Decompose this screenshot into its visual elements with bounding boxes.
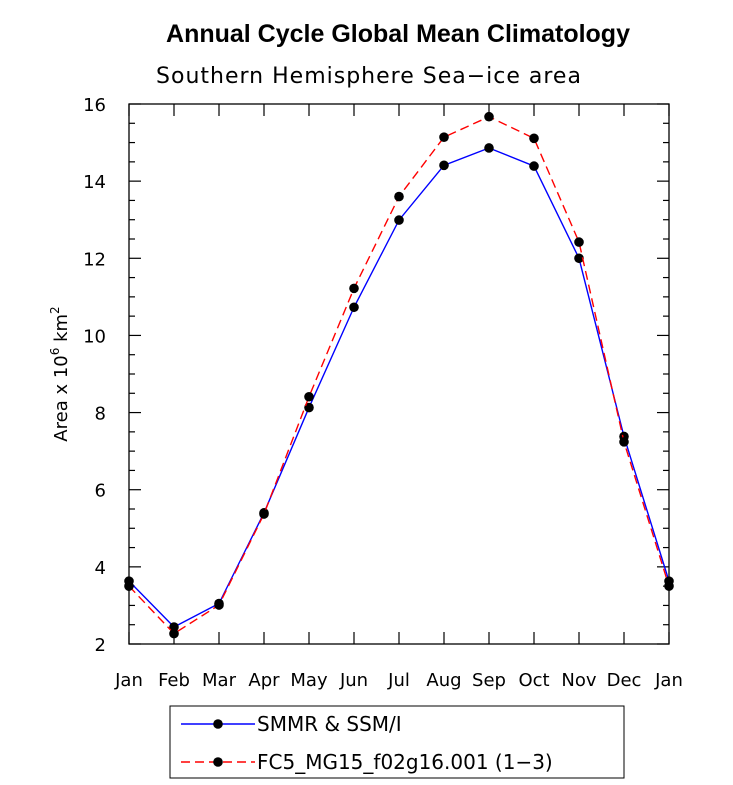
data-point xyxy=(439,160,449,171)
y-tick-label: 4 xyxy=(95,558,106,579)
legend-marker xyxy=(213,719,223,729)
x-tick-label: Nov xyxy=(561,670,596,691)
y-tick-label: 2 xyxy=(95,635,106,656)
y-tick-label: 12 xyxy=(83,249,106,270)
series-group xyxy=(124,143,674,632)
y-tick-label: 14 xyxy=(83,172,106,193)
data-point xyxy=(259,509,269,519)
data-point xyxy=(349,283,359,294)
x-tick-label: Feb xyxy=(158,670,190,691)
x-tick-label: Jul xyxy=(387,670,410,691)
y-tick-label: 6 xyxy=(95,481,106,502)
x-tick-label: Jun xyxy=(339,670,368,691)
data-point xyxy=(169,628,179,639)
y-axis-label: Area x 106 km2 xyxy=(48,306,72,441)
data-point xyxy=(124,581,134,591)
plot-frame xyxy=(128,103,670,645)
y-axis-label-unit-exponent: 2 xyxy=(48,306,62,314)
chart-title: Annual Cycle Global Mean Climatology xyxy=(166,20,630,48)
series-layer xyxy=(124,111,674,639)
chart-subtitle: Southern Hemisphere Sea−ice area xyxy=(156,64,582,89)
series-group xyxy=(124,111,674,639)
x-tick-label: Dec xyxy=(607,670,642,691)
data-point xyxy=(304,402,314,413)
legend-label: SMMR & SSM/I xyxy=(257,712,402,736)
y-tick-label: 8 xyxy=(95,404,106,425)
data-point xyxy=(169,622,179,632)
y-axis-label-exponent: 6 xyxy=(48,348,62,356)
data-point xyxy=(529,133,539,144)
legend-marker xyxy=(213,757,223,767)
x-tick-label: May xyxy=(290,670,328,691)
y-axis-label-prefix: Area x 10 xyxy=(51,355,72,441)
x-tick-label: Oct xyxy=(518,670,549,691)
data-point xyxy=(214,600,224,610)
data-point xyxy=(394,215,404,225)
legend: SMMR & SSM/I FC5_MG15_f02g16.001 (1−3) xyxy=(181,712,553,774)
data-point xyxy=(664,581,674,591)
axis-ticks xyxy=(128,103,670,645)
data-point xyxy=(439,132,449,142)
data-point xyxy=(484,111,494,122)
data-point xyxy=(574,237,584,247)
x-tick-label: Jan xyxy=(114,670,143,691)
data-point xyxy=(349,302,359,313)
x-axis-tick-labels: Jan Feb Mar Apr May Jun Jul Aug Sep Oct Nov Dec Jan xyxy=(114,670,683,691)
y-tick-label: 10 xyxy=(83,326,106,347)
x-tick-label: Mar xyxy=(202,670,237,691)
data-point xyxy=(484,143,494,153)
x-tick-label: Aug xyxy=(426,670,461,691)
y-axis-tick-labels: 2 4 6 8 10 12 14 16 xyxy=(83,95,106,656)
y-tick-label: 16 xyxy=(83,95,106,116)
y-axis-label-unit: km xyxy=(51,314,72,348)
data-point xyxy=(529,161,539,171)
x-tick-label: Sep xyxy=(472,670,506,691)
data-point xyxy=(394,191,404,202)
data-point xyxy=(619,437,629,447)
x-tick-label: Apr xyxy=(248,670,280,691)
data-point xyxy=(304,391,314,402)
x-tick-label: Jan xyxy=(654,670,683,691)
legend-label: FC5_MG15_f02g16.001 (1−3) xyxy=(257,750,553,774)
legend-box xyxy=(169,705,625,779)
data-point xyxy=(574,253,584,264)
